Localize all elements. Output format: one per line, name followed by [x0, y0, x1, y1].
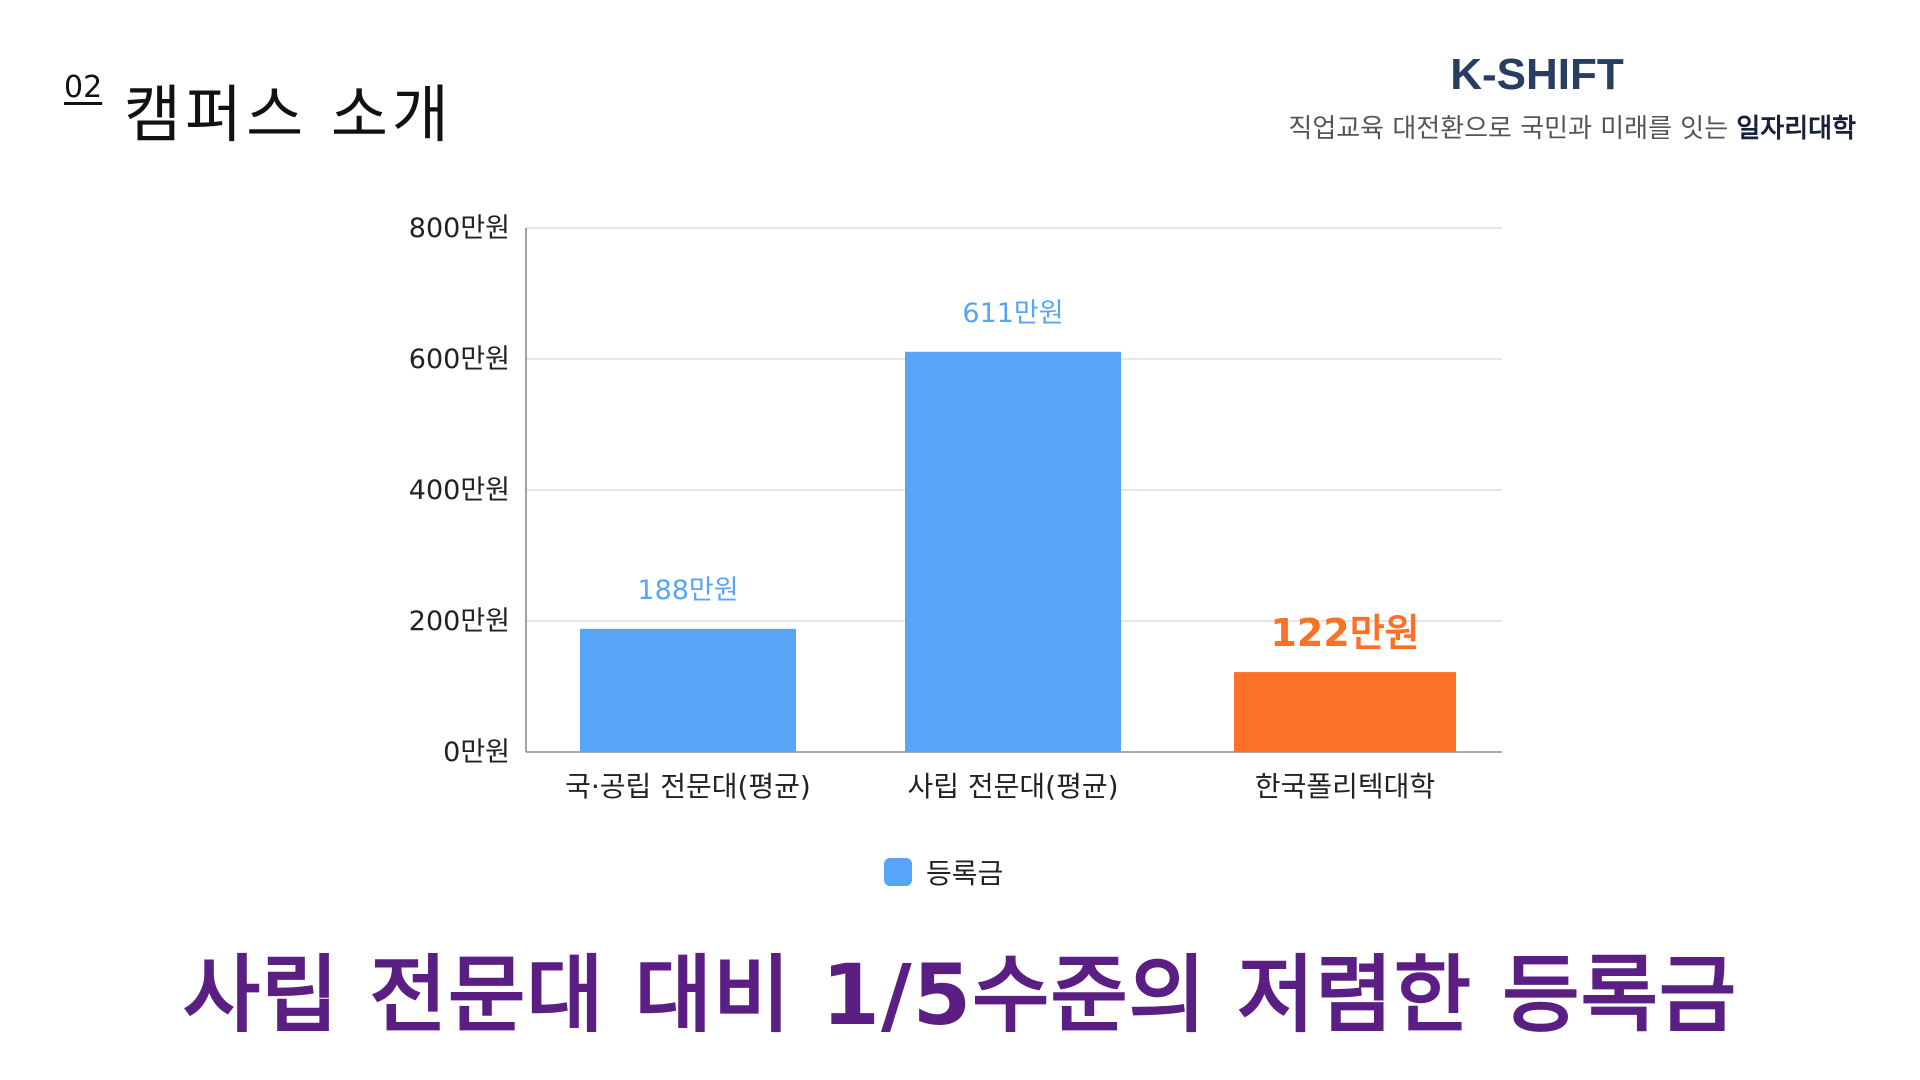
y-tick-label: 400만원: [409, 475, 510, 506]
bar-3: [1234, 672, 1456, 752]
data-label-1: 188만원: [637, 575, 738, 606]
y-tick-label: 0만원: [443, 737, 510, 768]
bar-2: [905, 351, 1121, 752]
x-category-label-3: 한국폴리텍대학: [1255, 770, 1435, 803]
y-tick-label: 600만원: [409, 344, 510, 375]
section-number: 02: [64, 70, 103, 105]
y-tick-label: 800만원: [409, 213, 510, 244]
section-title: 캠퍼스 소개: [124, 78, 453, 151]
x-category-label-2: 사립 전문대(평균): [907, 770, 1118, 803]
legend-swatch: [884, 858, 912, 886]
tagline-main: 직업교육 대전환으로 국민과 미래를 잇는: [1288, 114, 1737, 144]
data-label-2: 611만원: [962, 298, 1063, 329]
brand-logo: K-SHIFT: [1450, 50, 1624, 99]
x-category-label-1: 국·공립 전문대(평균): [565, 770, 811, 803]
data-label-3: 122만원: [1270, 611, 1419, 655]
headline: 사립 전문대 대비 1/5수준의 저렴한 등록금: [182, 946, 1738, 1044]
tagline-highlight: 일자리대학: [1736, 114, 1856, 144]
tagline: 직업교육 대전환으로 국민과 미래를 잇는 일자리대학: [1288, 108, 1856, 145]
chart-legend: 등록금: [884, 852, 1003, 892]
bar-1: [580, 628, 796, 752]
legend-label: 등록금: [926, 857, 1004, 890]
y-tick-label: 200만원: [409, 606, 510, 637]
